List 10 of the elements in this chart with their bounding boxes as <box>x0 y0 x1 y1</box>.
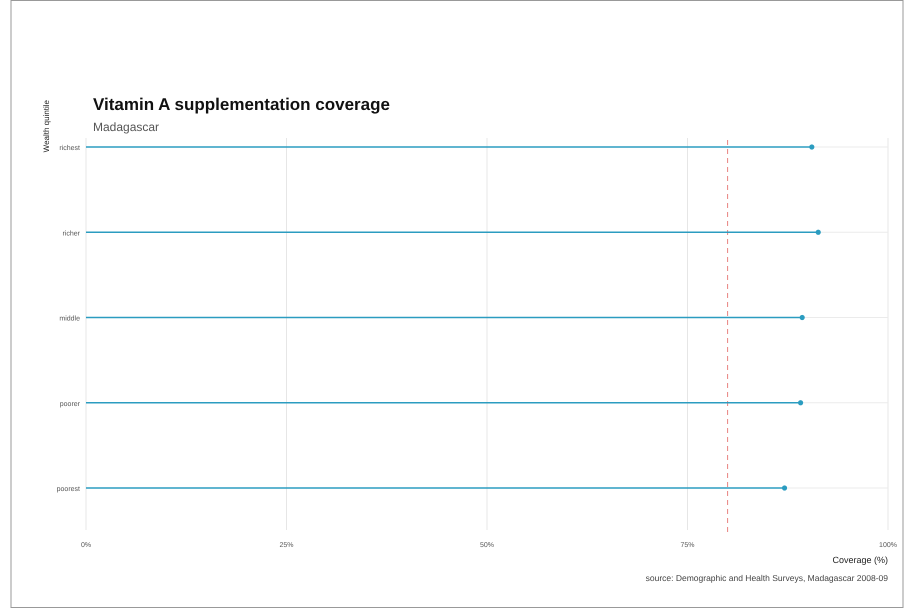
source-note: source: Demographic and Health Surveys, Madagascar 2008-09 <box>646 573 888 583</box>
point <box>782 485 788 491</box>
point <box>798 400 804 406</box>
chart-subtitle: Madagascar <box>93 120 160 134</box>
point <box>800 314 805 320</box>
chart-title: Vitamin A supplementation coverage <box>93 95 390 114</box>
y-axis-title: Wealth quintile <box>42 99 51 152</box>
x-axis-title: Coverage (%) <box>832 555 888 565</box>
point <box>809 144 814 150</box>
point <box>816 230 821 235</box>
